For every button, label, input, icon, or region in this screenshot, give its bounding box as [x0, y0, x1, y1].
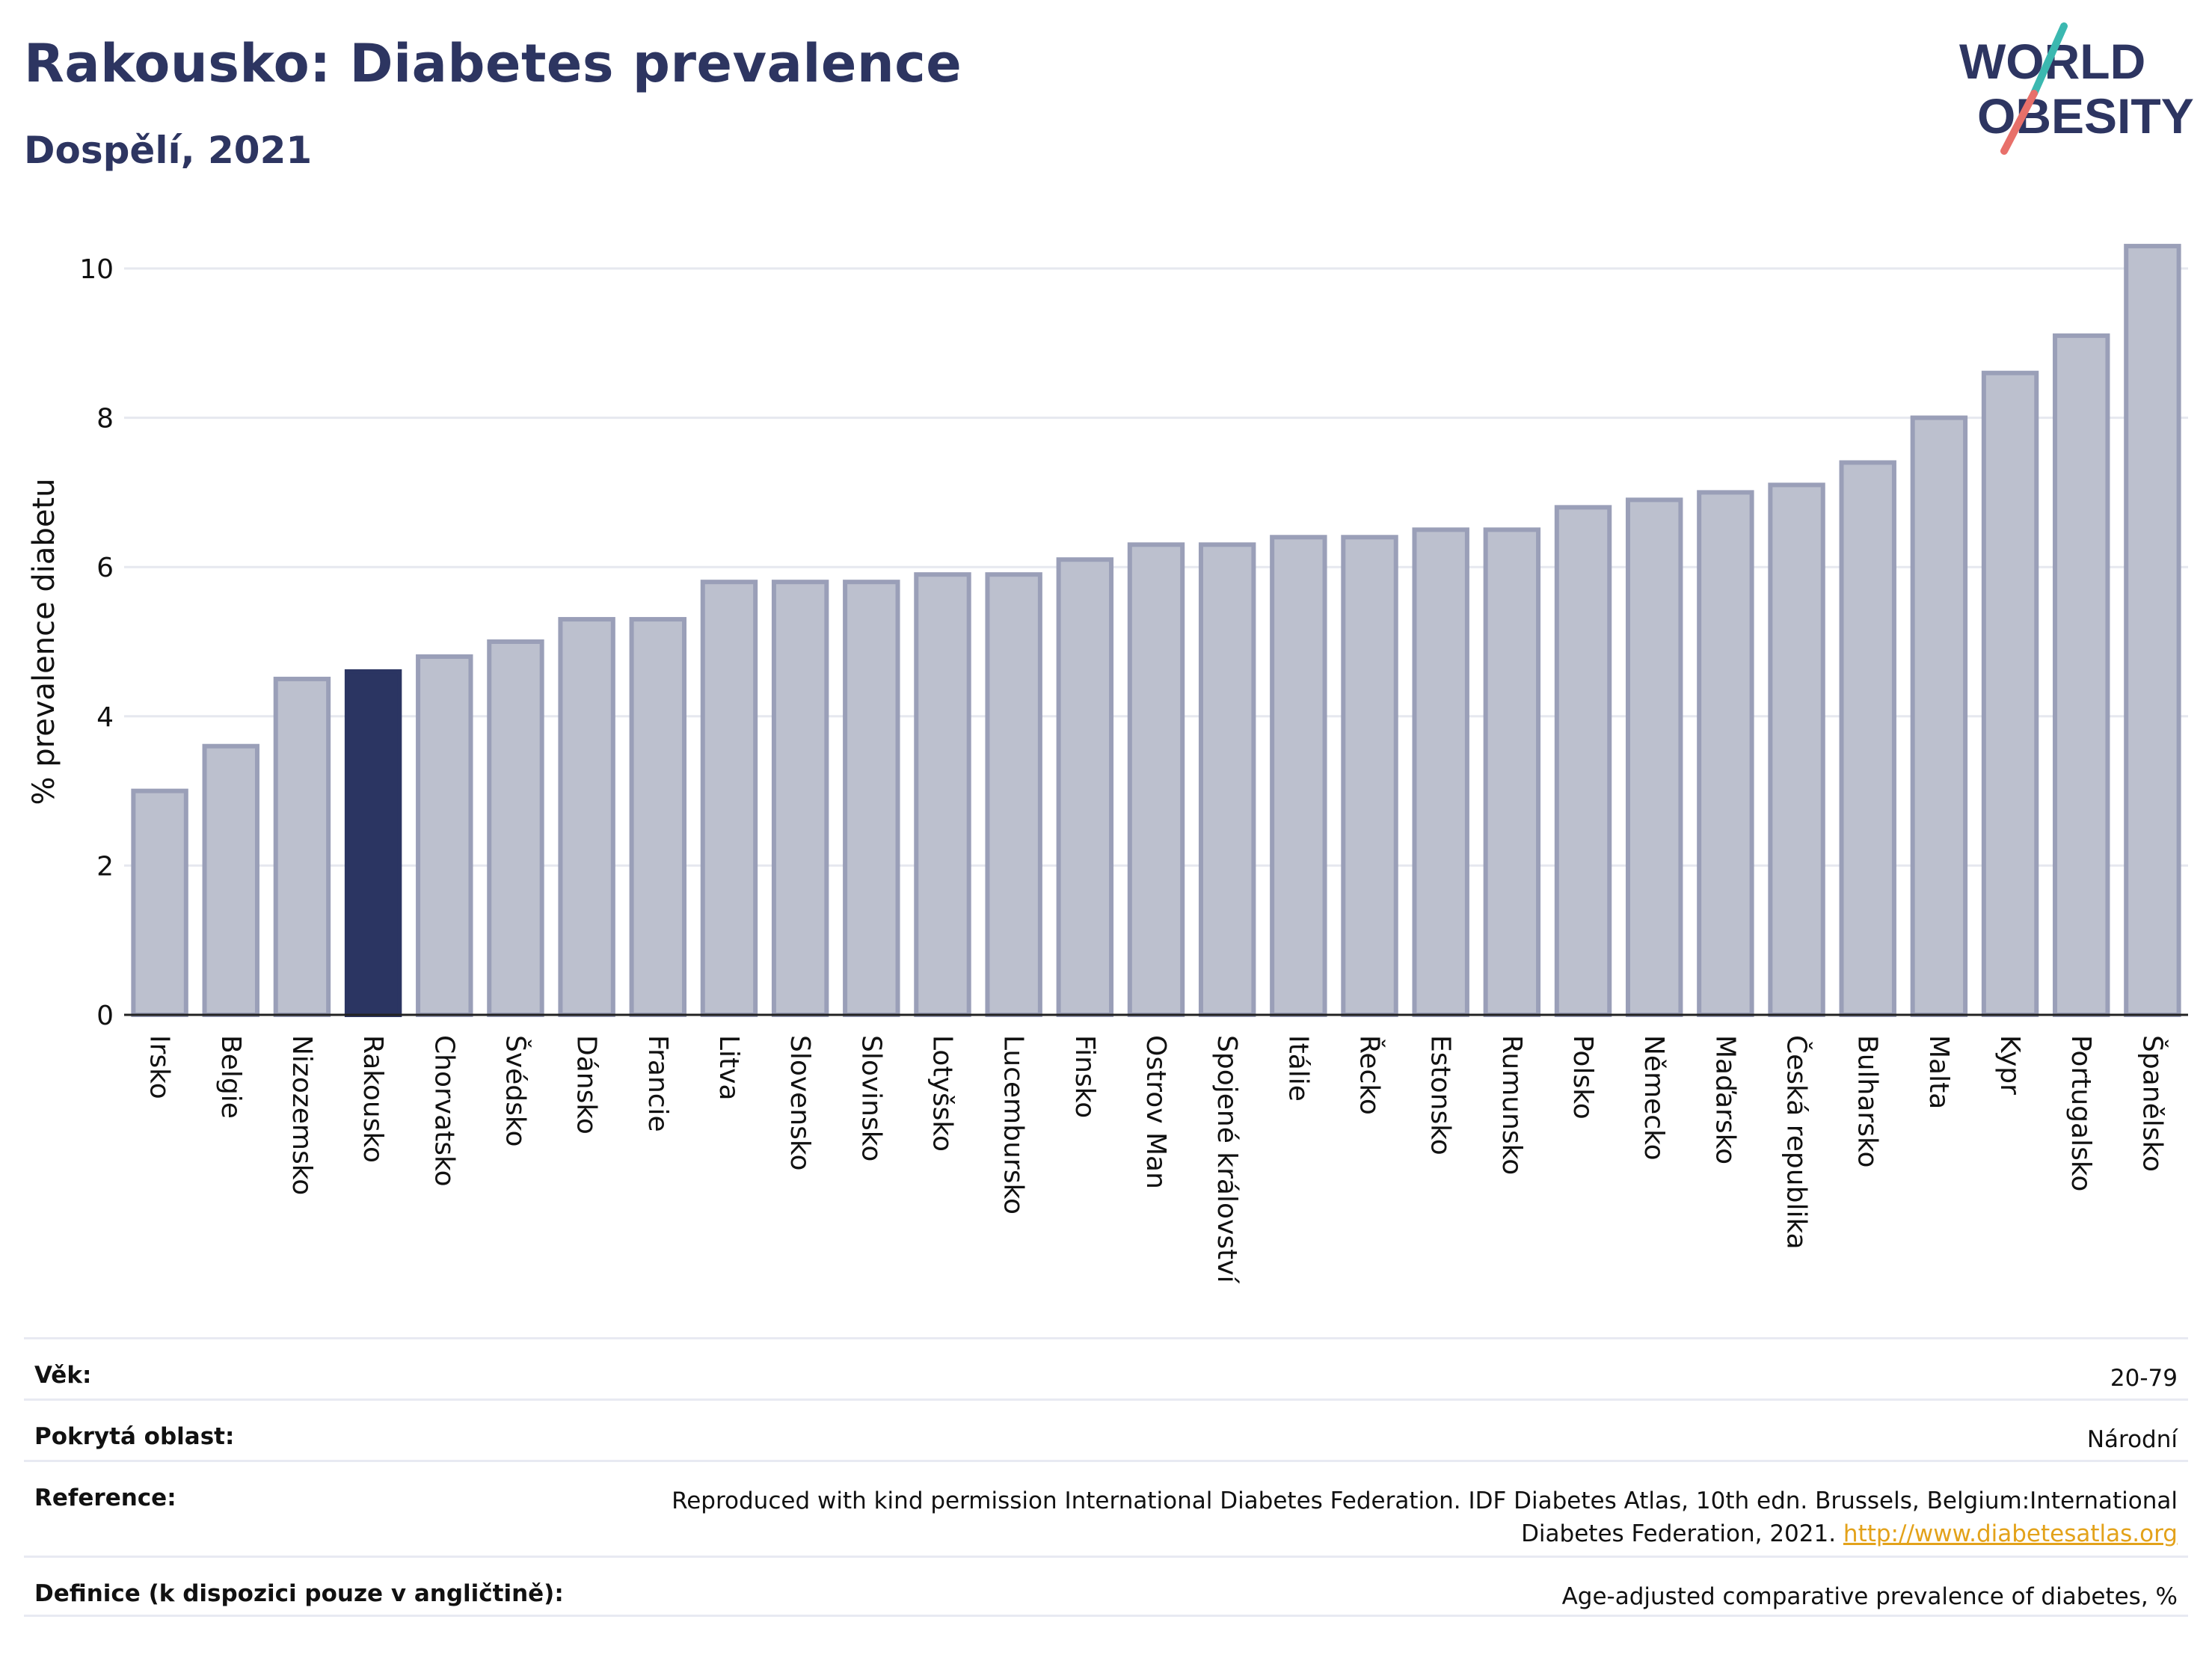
y-tick-label: 6: [96, 553, 114, 583]
bar-20: [1554, 505, 1612, 1017]
bar-2: [273, 676, 331, 1018]
meta-label: Pokrytá oblast:: [34, 1423, 235, 1450]
world-obesity-logo: WORLD OBESITY: [1959, 22, 2194, 155]
reference-link[interactable]: http://www.diabetesatlas.org: [1843, 1520, 2178, 1547]
bar-24: [1839, 460, 1896, 1017]
x-tick-label: Maďarsko: [1709, 1035, 1740, 1164]
bar-22: [1697, 490, 1754, 1017]
x-tick-label: Spojené království: [1211, 1035, 1242, 1284]
logo-slash-teal: [2030, 22, 2068, 97]
x-tick-label: Kypr: [1994, 1035, 2025, 1095]
bar-7: [629, 617, 687, 1017]
x-tick-label: Slovensko: [784, 1035, 815, 1171]
meta-label: Reference:: [34, 1484, 176, 1511]
bar-21: [1625, 497, 1683, 1017]
bar-25: [1910, 415, 1968, 1017]
meta-row-reference: Reference: Reproduced with kind permissi…: [24, 1460, 2188, 1556]
bar-3: [344, 669, 402, 1017]
logo-slash-red: [2000, 90, 2038, 155]
bar-28: [2124, 244, 2181, 1017]
bar-0: [131, 788, 188, 1017]
bar-16: [1270, 535, 1327, 1017]
x-tick-label: Německo: [1638, 1035, 1669, 1161]
chart-subtitle: Dospělí, 2021: [24, 129, 313, 172]
x-tick-label: Řecko: [1354, 1035, 1386, 1115]
meta-label: Definice (k dispozici pouze v angličtině…: [34, 1580, 564, 1607]
meta-value: 20-79: [2110, 1365, 2178, 1392]
x-tick-label: Dánsko: [571, 1035, 602, 1134]
x-tick-label: Rumunsko: [1496, 1035, 1527, 1175]
y-tick-label: 2: [96, 851, 114, 882]
bar-5: [487, 639, 544, 1017]
y-axis-label: % prevalence diabetu: [27, 479, 61, 805]
x-tick-label: Belgie: [215, 1035, 246, 1119]
bar-9: [771, 580, 829, 1017]
bar-15: [1198, 542, 1256, 1017]
bar-23: [1768, 482, 1825, 1017]
x-tick-label: Slovinsko: [855, 1035, 886, 1161]
bar-6: [558, 617, 615, 1017]
bar-4: [416, 654, 473, 1018]
x-tick-label: Finsko: [1069, 1035, 1100, 1118]
x-tick-label: Nizozemsko: [286, 1035, 317, 1195]
y-tick-label: 4: [96, 702, 114, 733]
x-tick-label: Švédsko: [500, 1035, 531, 1147]
meta-value: Reproduced with kind permission Internat…: [637, 1484, 2178, 1550]
metadata-table: Věk: 20-79 Pokrytá oblast: Národní Refer…: [24, 1337, 2188, 1617]
bar-chart: 0 2 4 6 8 10 Irsko Belgie Nizozemsko Rakousko Cho…: [27, 244, 2188, 1284]
x-tick-label: Itálie: [1282, 1035, 1313, 1102]
x-tick-label: Irsko: [144, 1035, 175, 1099]
x-tick-label: Lucembursko: [998, 1035, 1029, 1215]
x-tick-label: Francie: [642, 1035, 673, 1132]
reference-text: Reproduced with kind permission Internat…: [672, 1487, 2178, 1547]
x-tick-label: Španělsko: [2136, 1035, 2168, 1172]
bar-26: [1981, 370, 2039, 1018]
bar-14: [1127, 542, 1185, 1017]
meta-row-definition: Definice (k dispozici pouze v angličtině…: [24, 1556, 2188, 1617]
x-tick-label: Chorvatsko: [428, 1035, 459, 1187]
bar-27: [2053, 333, 2110, 1017]
x-tick-label: Litva: [713, 1035, 744, 1101]
x-tick-label: Rakousko: [357, 1035, 388, 1163]
bar-8: [700, 580, 758, 1017]
x-tick-label: Malta: [1923, 1035, 1954, 1109]
x-tick-label: Estonsko: [1425, 1035, 1456, 1155]
chart-title: Rakousko: Diabetes prevalence: [24, 33, 962, 94]
meta-row-age: Věk: 20-79: [24, 1337, 2188, 1398]
meta-row-area: Pokrytá oblast: Národní: [24, 1398, 2188, 1460]
y-tick-label: 10: [79, 254, 114, 285]
meta-value: Age-adjusted comparative prevalence of d…: [1561, 1583, 2178, 1610]
bar-12: [985, 572, 1042, 1017]
x-tick-label: Ostrov Man: [1140, 1035, 1171, 1189]
x-tick-label: Česká republika: [1781, 1035, 1813, 1250]
bar-19: [1483, 527, 1541, 1017]
y-tick-label: 8: [96, 404, 114, 435]
x-tick-label: Lotyšsko: [927, 1035, 957, 1152]
x-tick-label: Polsko: [1567, 1035, 1598, 1120]
y-tick-label: 0: [96, 1001, 114, 1031]
x-tick-label: Portugalsko: [2065, 1035, 2096, 1191]
bar-13: [1056, 557, 1114, 1017]
bar-11: [914, 572, 971, 1017]
bar-10: [843, 580, 900, 1017]
bar-18: [1412, 527, 1469, 1017]
x-tick-label: Bulharsko: [1852, 1035, 1883, 1168]
bar-17: [1341, 535, 1398, 1017]
meta-value: Národní: [2086, 1426, 2178, 1453]
meta-label: Věk:: [34, 1362, 92, 1389]
bar-1: [202, 743, 259, 1017]
